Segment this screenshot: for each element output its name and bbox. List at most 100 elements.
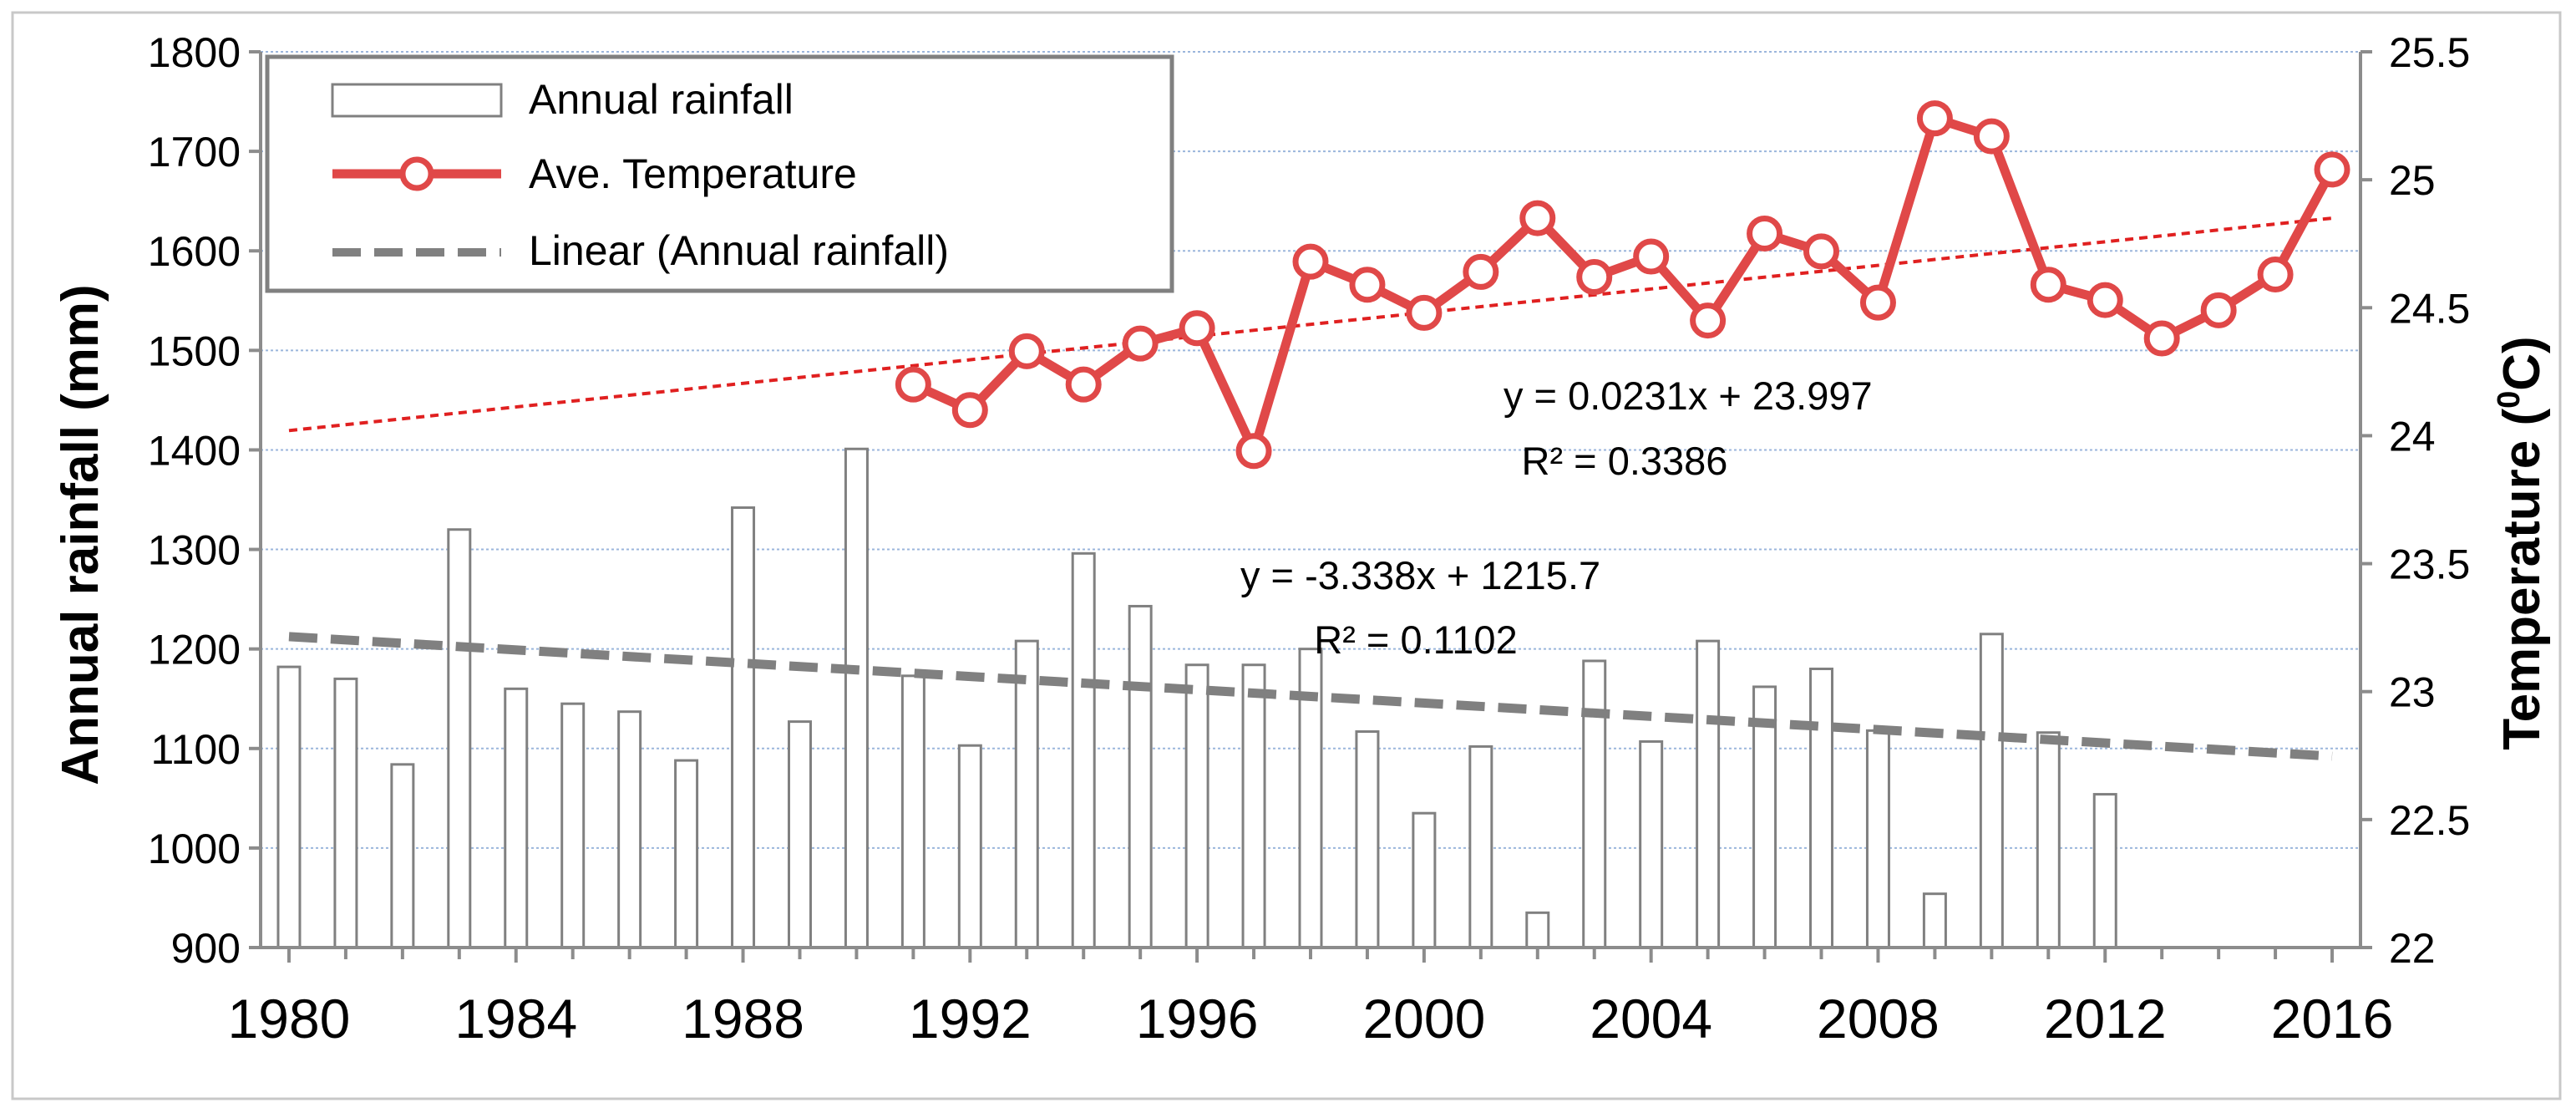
left-tick-label: 1800 [148,29,241,76]
temperature-point [1463,253,1499,290]
left-tick-label: 1700 [148,129,241,175]
trendlines [288,216,2333,761]
temperature-point [1576,259,1613,296]
left-tick-label: 1100 [150,726,241,773]
rainfall-bar [957,744,982,949]
right-tick-label: 22.5 [2389,797,2470,844]
rainfall-bar [1525,911,1550,949]
temperature-point [1859,284,1896,321]
right-tick-label: 23 [2389,669,2436,716]
temperature-point [2200,292,2237,328]
temperature-point [895,366,931,403]
rainfall-bar [1639,739,1664,949]
rainfall-bar [390,763,415,949]
x-tick-label: 1980 [228,988,351,1049]
rainfall-bar [1752,685,1777,949]
rainfall-bar [1979,633,2004,949]
left-axis-label: Annual rainfall (mm) [52,284,109,785]
temperature-point [1690,302,1727,339]
legend-label-linear: Linear (Annual rainfall) [529,227,949,274]
rainfall-bar [1014,639,1039,949]
temperature-point [951,392,988,429]
x-tick-label: 2004 [1590,988,1712,1049]
temperature-point [1179,310,1215,347]
x-tick-label: 1996 [1136,988,1259,1049]
rainfall-bar [2092,793,2117,949]
rainfall-bar [1355,730,1380,949]
right-tick-label: 24.5 [2389,285,2470,332]
right-axis-label: Temperature (0C) [2492,336,2551,750]
temperature-point [2143,320,2180,357]
rainfall-bar [844,447,869,949]
temperature-point [1916,100,1953,137]
temperature-point [1349,267,1386,303]
left-tick-label: 1000 [148,826,241,872]
rainfall-bar [900,674,925,949]
legend-swatch-bar [331,83,503,118]
temperature-point [1747,215,1783,252]
left-tick-label: 1600 [148,228,241,275]
right-tick-label: 25.5 [2389,29,2470,76]
rainfall-bar [1128,604,1153,949]
rainfall-bar [2036,731,2061,949]
rainfall-bar [333,677,358,949]
rain-trend-r2: R² = 0.1102 [1314,617,1517,662]
rainfall-bar [617,710,642,949]
temperature-point [1122,325,1159,362]
rainfall-bar [560,702,586,949]
temperature-point [1803,233,1840,270]
x-tick-label: 2016 [2271,988,2394,1049]
rainfall-bar [1809,667,1834,949]
temperature-point [2087,282,2123,318]
x-tick-label: 1988 [682,988,804,1049]
rainfall-bar [1071,551,1096,949]
x-tick-label: 1992 [909,988,1032,1049]
rainfall-bar [1412,811,1437,949]
legend-label-rainfall: Annual rainfall [529,76,794,123]
rainfall-bar [1468,744,1493,949]
rainfall-bar [447,528,472,949]
rainfall-bar [787,720,812,949]
temperature-point [2257,256,2294,292]
right-axis-label-main: Temperature ( [2493,409,2551,750]
right-axis-label-sup: 0 [2492,391,2527,409]
temperature-point [1008,333,1045,369]
right-axis-label-unit: C) [2493,336,2551,390]
temperature-trendline [288,216,2333,433]
rainfall-bar [1241,663,1266,949]
axes: 900 1000 1100 1200 1300 1400 1500 1600 1700 1800 2… [148,29,2471,1049]
x-tick-label: 2000 [1362,988,1485,1049]
x-tick-label: 1984 [454,988,577,1049]
left-tick-label: 1300 [148,527,241,574]
temperature-point [1519,200,1556,236]
left-tick-label: 1500 [148,328,241,374]
temperature-point [2314,151,2350,188]
rainfall-bar [276,665,302,949]
right-tick-label: 23.5 [2389,541,2470,588]
rainfall-bar [1922,892,1947,949]
legend: Annual rainfall Ave. Temperature Linear … [265,54,1174,293]
legend-swatch-marker [399,156,434,191]
temp-trend-r2: R² = 0.3386 [1522,439,1728,483]
temperature-point [1973,118,2010,155]
temperature-point [1633,238,1670,275]
right-tick-label: 25 [2389,157,2436,204]
temperature-point [2030,267,2066,303]
rainfall-bar [1696,639,1721,949]
x-tick-label: 2012 [2044,988,2167,1049]
right-tick-label: 24 [2389,413,2436,460]
temperature-point [1292,243,1329,280]
rainfall-trendline [288,632,2333,761]
temperature-point [1406,294,1443,331]
temperature-series [895,100,2350,470]
left-tick-label: 1400 [148,427,241,474]
temp-trend-equation: y = 0.0231x + 23.997 [1504,374,1873,418]
left-tick-label: 1200 [148,627,241,673]
left-tick-label: 900 [171,925,241,972]
temperature-point [1065,366,1102,403]
rainfall-bar [1582,659,1607,949]
rain-trend-equation: y = -3.338x + 1215.7 [1240,553,1600,597]
temperature-point [1235,433,1272,470]
